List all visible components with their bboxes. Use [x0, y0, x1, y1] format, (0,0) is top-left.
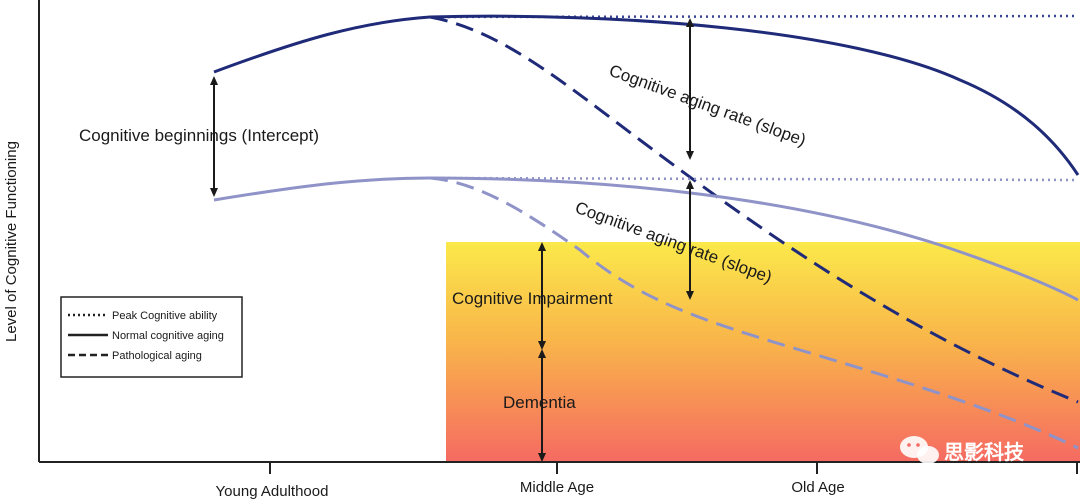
wechat-icon	[900, 436, 939, 464]
legend-label-peak: Peak Cognitive ability	[112, 310, 218, 322]
pathological-aging-upper	[429, 15, 1079, 404]
intercept-label: Cognitive beginnings (Intercept)	[79, 126, 319, 145]
y-axis-label: Level of Cognitive Functioning	[3, 141, 20, 342]
dementia-label: Dementia	[503, 393, 576, 412]
legend-label-normal: Normal cognitive aging	[112, 330, 224, 342]
legend-box	[60, 296, 243, 378]
x-tick-label-young: Young Adulthood	[216, 483, 329, 500]
watermark-text: 思影科技	[944, 440, 1025, 464]
normal-aging-lower	[213, 176, 1079, 302]
legend: Peak Cognitive ability Normal cognitive …	[60, 296, 243, 378]
normal-aging-upper	[213, 14, 1080, 176]
x-tick-label-middle: Middle Age	[520, 479, 594, 496]
x-tick-label-old: Old Age	[791, 479, 844, 496]
peak-line-lower	[429, 176, 1079, 182]
slope-label-upper: Cognitive aging rate (slope)	[607, 61, 809, 150]
watermark: 思影科技	[900, 436, 1025, 464]
impairment-label: Cognitive Impairment	[452, 289, 613, 308]
impairment-zone	[446, 242, 1080, 462]
pathological-aging-lower	[429, 176, 1079, 450]
legend-label-pathological: Pathological aging	[112, 350, 202, 362]
